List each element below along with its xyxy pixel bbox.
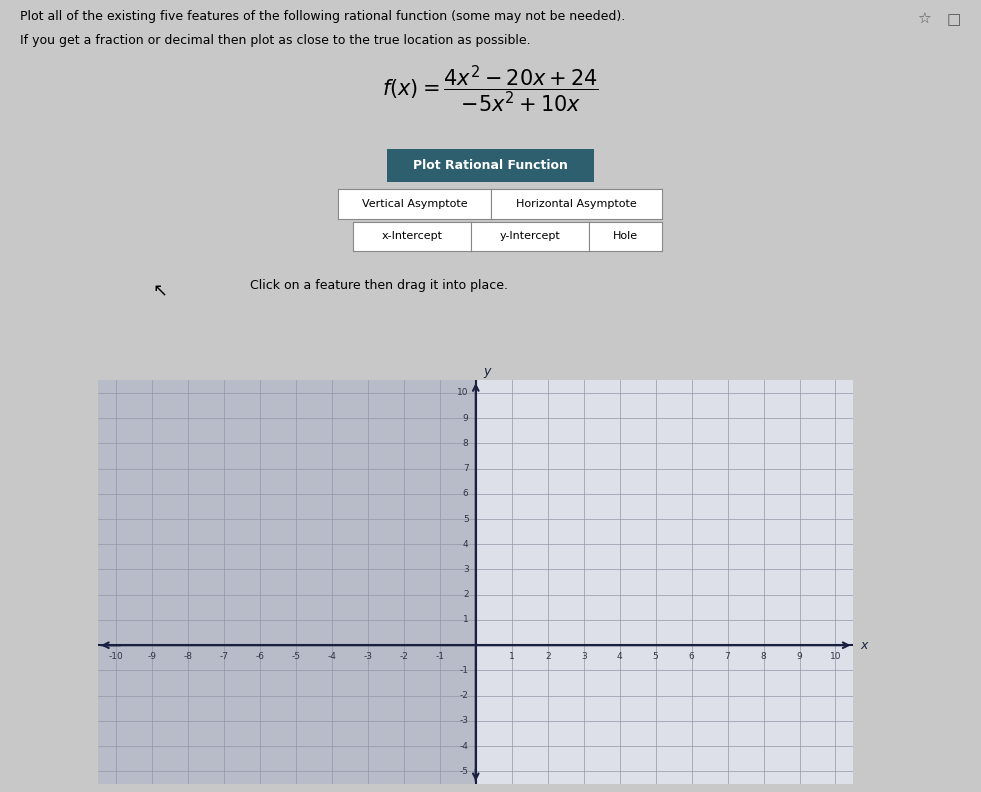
Text: 7: 7 [463, 464, 469, 473]
Text: -1: -1 [459, 666, 469, 675]
Text: 3: 3 [581, 652, 587, 661]
Text: 6: 6 [689, 652, 695, 661]
Text: 6: 6 [463, 489, 469, 498]
Text: 10: 10 [457, 388, 469, 398]
Text: -10: -10 [109, 652, 124, 661]
Text: y: y [483, 364, 490, 378]
Text: -3: -3 [459, 717, 469, 725]
Text: Vertical Asymptote: Vertical Asymptote [362, 199, 467, 209]
Text: 9: 9 [463, 413, 469, 422]
Bar [476, 380, 853, 784]
Text: 4: 4 [463, 540, 469, 549]
Text: 3: 3 [463, 565, 469, 574]
Text: ☆: ☆ [917, 12, 931, 27]
Text: 9: 9 [797, 652, 802, 661]
Text: Plot all of the existing five features of the following rational function (some : Plot all of the existing five features o… [20, 10, 625, 22]
Text: -2: -2 [399, 652, 408, 661]
Text: Plot Rational Function: Plot Rational Function [413, 159, 568, 172]
Text: Hole: Hole [613, 231, 638, 242]
Text: 8: 8 [463, 439, 469, 447]
Text: 5: 5 [463, 515, 469, 524]
Text: -6: -6 [255, 652, 265, 661]
Text: □: □ [947, 12, 961, 27]
Text: -8: -8 [183, 652, 192, 661]
Text: 5: 5 [652, 652, 658, 661]
Text: -5: -5 [459, 767, 469, 776]
Text: -4: -4 [460, 742, 469, 751]
Text: -1: -1 [436, 652, 444, 661]
Text: 2: 2 [463, 590, 469, 600]
Text: 2: 2 [544, 652, 550, 661]
Text: Horizontal Asymptote: Horizontal Asymptote [516, 199, 637, 209]
Text: 7: 7 [725, 652, 731, 661]
Text: x: x [860, 638, 868, 652]
Text: -7: -7 [220, 652, 229, 661]
Text: If you get a fraction or decimal then plot as close to the true location as poss: If you get a fraction or decimal then pl… [20, 34, 531, 47]
Text: 10: 10 [830, 652, 842, 661]
Text: x-Intercept: x-Intercept [382, 231, 442, 242]
Text: -3: -3 [363, 652, 373, 661]
Text: -2: -2 [460, 691, 469, 700]
Text: -5: -5 [291, 652, 300, 661]
Text: Click on a feature then drag it into place.: Click on a feature then drag it into pla… [250, 279, 508, 291]
Text: 4: 4 [617, 652, 623, 661]
Text: y-Intercept: y-Intercept [499, 231, 560, 242]
Text: 8: 8 [760, 652, 766, 661]
Text: -4: -4 [328, 652, 336, 661]
Text: 1: 1 [509, 652, 515, 661]
Bar [98, 380, 476, 784]
Text: 1: 1 [463, 615, 469, 624]
Text: ↖: ↖ [152, 283, 167, 301]
Text: $f(x) = \dfrac{4x^2 - 20x + 24}{-5x^2 + 10x}$: $f(x) = \dfrac{4x^2 - 20x + 24}{-5x^2 + … [382, 63, 599, 115]
Text: -9: -9 [147, 652, 157, 661]
